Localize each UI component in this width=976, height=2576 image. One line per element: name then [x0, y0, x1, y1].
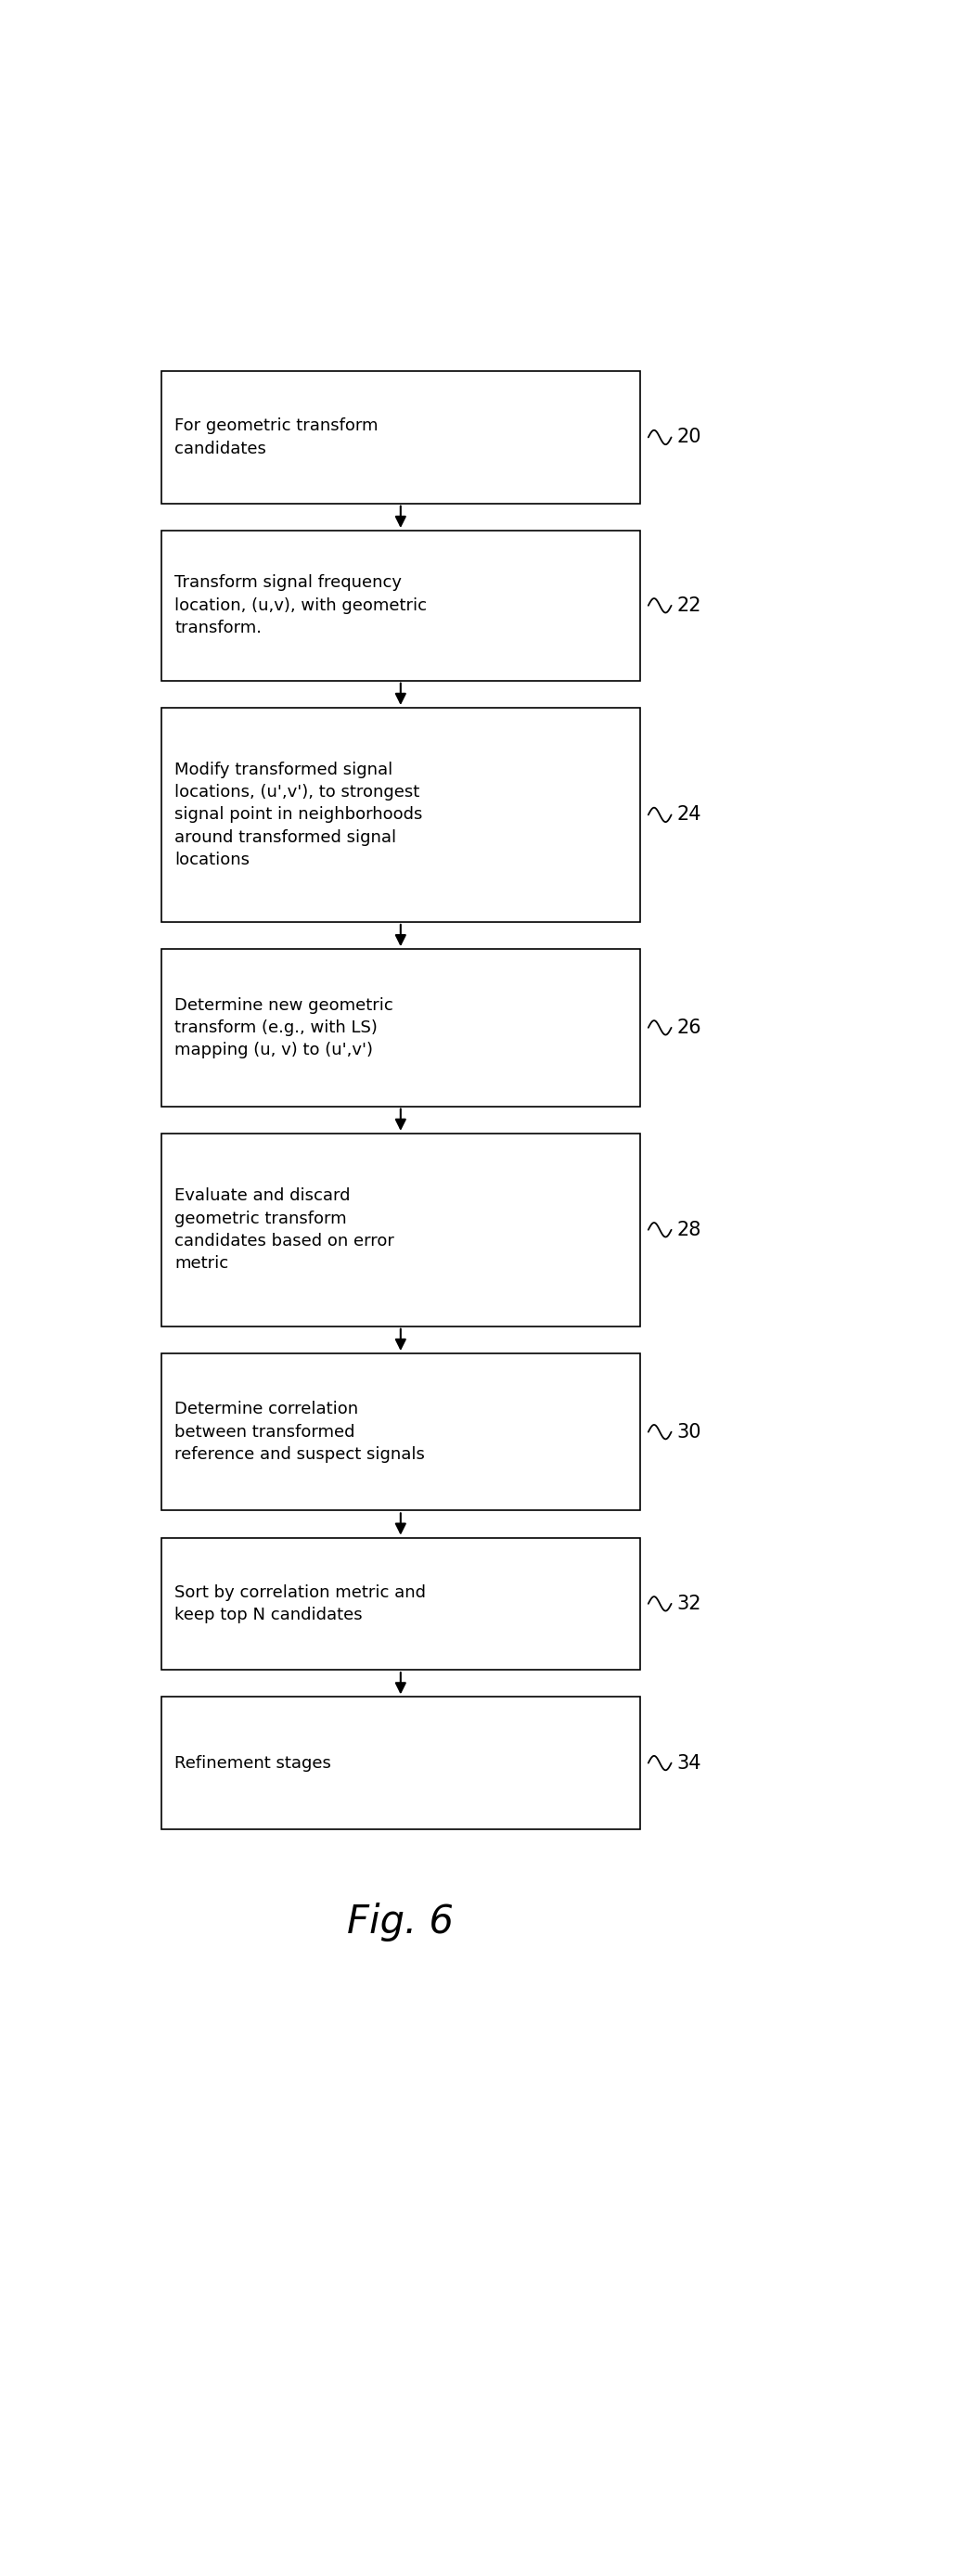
Text: Refinement stages: Refinement stages: [175, 1754, 331, 1772]
FancyBboxPatch shape: [162, 1698, 639, 1829]
FancyBboxPatch shape: [162, 371, 639, 502]
Text: 24: 24: [677, 806, 702, 824]
Text: Sort by correlation metric and
keep top N candidates: Sort by correlation metric and keep top …: [175, 1584, 426, 1623]
Text: Determine new geometric
transform (e.g., with LS)
mapping (u, v) to (u',v'): Determine new geometric transform (e.g.,…: [175, 997, 393, 1059]
Text: Determine correlation
between transformed
reference and suspect signals: Determine correlation between transforme…: [175, 1401, 425, 1463]
Text: 20: 20: [677, 428, 702, 446]
FancyBboxPatch shape: [162, 948, 639, 1105]
FancyBboxPatch shape: [162, 531, 639, 680]
FancyBboxPatch shape: [162, 1133, 639, 1327]
Text: 30: 30: [677, 1422, 702, 1440]
Text: Evaluate and discard
geometric transform
candidates based on error
metric: Evaluate and discard geometric transform…: [175, 1188, 394, 1273]
Text: 32: 32: [677, 1595, 702, 1613]
Text: 34: 34: [677, 1754, 702, 1772]
Text: 28: 28: [677, 1221, 702, 1239]
FancyBboxPatch shape: [162, 1352, 639, 1510]
Text: 26: 26: [677, 1018, 702, 1038]
Text: 22: 22: [677, 595, 702, 616]
FancyBboxPatch shape: [162, 1538, 639, 1669]
Text: Fig. 6: Fig. 6: [347, 1904, 454, 1942]
FancyBboxPatch shape: [162, 708, 639, 922]
Text: Modify transformed signal
locations, (u',v'), to strongest
signal point in neigh: Modify transformed signal locations, (u'…: [175, 762, 423, 868]
Text: For geometric transform
candidates: For geometric transform candidates: [175, 417, 378, 456]
Text: Transform signal frequency
location, (u,v), with geometric
transform.: Transform signal frequency location, (u,…: [175, 574, 427, 636]
